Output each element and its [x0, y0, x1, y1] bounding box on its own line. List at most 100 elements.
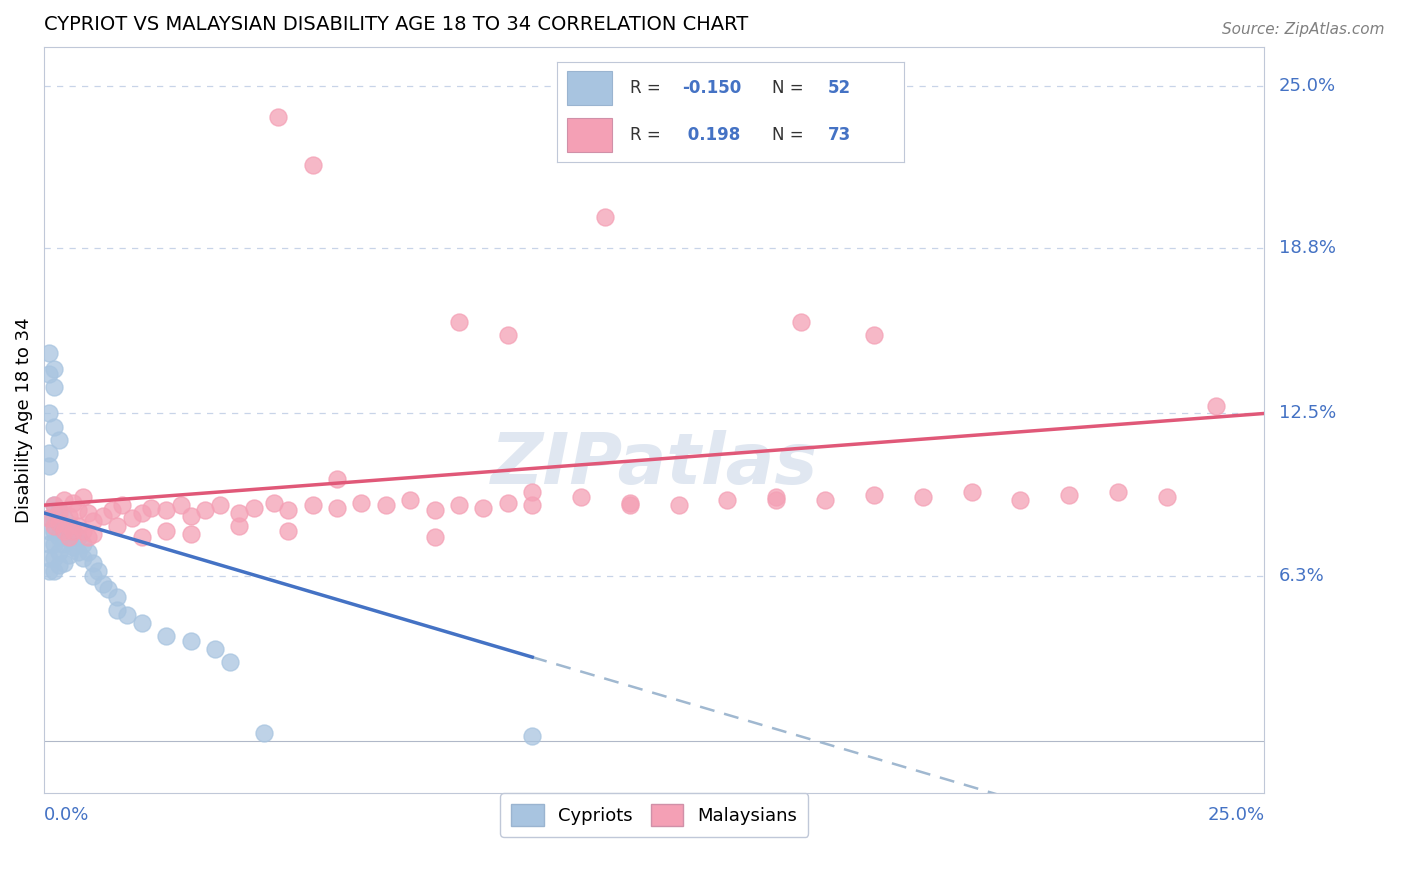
Point [1057, 488, 1080, 502]
Point [267, 111, 290, 125]
Point [52, 492, 75, 507]
Point [58, 519, 80, 533]
Point [67, 503, 90, 517]
Point [48, 558, 70, 573]
Point [111, 498, 134, 512]
Point [42, 380, 65, 394]
Point [48, 503, 70, 517]
Point [91, 576, 114, 591]
Point [765, 491, 787, 505]
Point [82, 556, 104, 570]
Point [38, 524, 60, 539]
Point [1156, 491, 1178, 505]
Point [326, 472, 349, 486]
Point [67, 545, 90, 559]
Point [170, 498, 193, 512]
Point [277, 503, 299, 517]
Point [38, 458, 60, 473]
Point [595, 210, 617, 224]
Text: 6.3%: 6.3% [1279, 567, 1324, 585]
Point [374, 498, 396, 512]
Point [52, 556, 75, 570]
Point [522, 498, 544, 512]
Point [105, 519, 128, 533]
Point [38, 550, 60, 565]
Point [38, 346, 60, 360]
Point [228, 506, 250, 520]
Point [155, 503, 177, 517]
Text: ZIPatlas: ZIPatlas [491, 430, 818, 500]
Point [42, 524, 65, 539]
Point [42, 511, 65, 525]
Point [62, 524, 84, 539]
Point [1107, 485, 1129, 500]
Point [863, 327, 886, 342]
Text: CYPRIOT VS MALAYSIAN DISABILITY AGE 18 TO 34 CORRELATION CHART: CYPRIOT VS MALAYSIAN DISABILITY AGE 18 T… [44, 15, 748, 34]
Point [496, 495, 519, 509]
Point [1010, 492, 1032, 507]
Text: 0.0%: 0.0% [44, 806, 90, 824]
Legend: Cypriots, Malaysians: Cypriots, Malaysians [501, 793, 808, 837]
Point [472, 500, 495, 515]
Text: Source: ZipAtlas.com: Source: ZipAtlas.com [1222, 22, 1385, 37]
Point [97, 582, 120, 596]
Point [619, 498, 641, 512]
Point [42, 550, 65, 565]
Point [668, 498, 690, 512]
Point [77, 545, 100, 559]
Point [301, 157, 323, 171]
Point [48, 516, 70, 531]
Point [350, 495, 373, 509]
Point [180, 634, 202, 648]
Point [82, 569, 104, 583]
Point [569, 491, 592, 505]
Point [48, 516, 70, 531]
Point [72, 550, 94, 565]
Point [38, 446, 60, 460]
Point [1205, 399, 1227, 413]
Point [72, 491, 94, 505]
Point [38, 511, 60, 525]
Point [115, 608, 138, 623]
Point [48, 506, 70, 520]
Point [155, 629, 177, 643]
Point [48, 530, 70, 544]
Point [82, 527, 104, 541]
Point [208, 498, 231, 512]
Point [141, 500, 163, 515]
Point [42, 498, 65, 512]
Point [87, 564, 110, 578]
Point [38, 367, 60, 381]
Point [42, 537, 65, 551]
Point [863, 488, 886, 502]
Point [399, 492, 422, 507]
Point [101, 503, 124, 517]
Point [48, 433, 70, 447]
Point [326, 500, 349, 515]
Point [522, 485, 544, 500]
Point [180, 527, 202, 541]
Point [42, 419, 65, 434]
Point [38, 564, 60, 578]
Point [301, 498, 323, 512]
Text: 12.5%: 12.5% [1279, 404, 1336, 423]
Point [52, 511, 75, 525]
Point [77, 530, 100, 544]
Point [277, 524, 299, 539]
Point [72, 524, 94, 539]
Y-axis label: Disability Age 18 to 34: Disability Age 18 to 34 [15, 318, 32, 523]
Point [42, 362, 65, 376]
Point [155, 524, 177, 539]
Point [91, 508, 114, 523]
Text: 25.0%: 25.0% [1279, 77, 1336, 95]
Point [38, 407, 60, 421]
Point [38, 537, 60, 551]
Point [121, 511, 143, 525]
Point [263, 495, 285, 509]
Point [105, 590, 128, 604]
Point [58, 548, 80, 562]
Point [131, 506, 153, 520]
Point [228, 519, 250, 533]
Point [243, 500, 266, 515]
Point [67, 519, 90, 533]
